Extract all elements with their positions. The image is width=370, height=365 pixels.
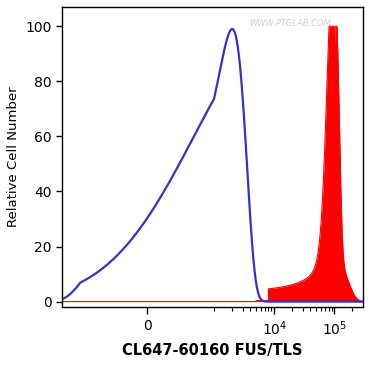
X-axis label: CL647-60160 FUS/TLS: CL647-60160 FUS/TLS — [122, 343, 303, 358]
Text: WWW.PTGLAB.COM: WWW.PTGLAB.COM — [249, 19, 331, 28]
Y-axis label: Relative Cell Number: Relative Cell Number — [7, 87, 20, 227]
